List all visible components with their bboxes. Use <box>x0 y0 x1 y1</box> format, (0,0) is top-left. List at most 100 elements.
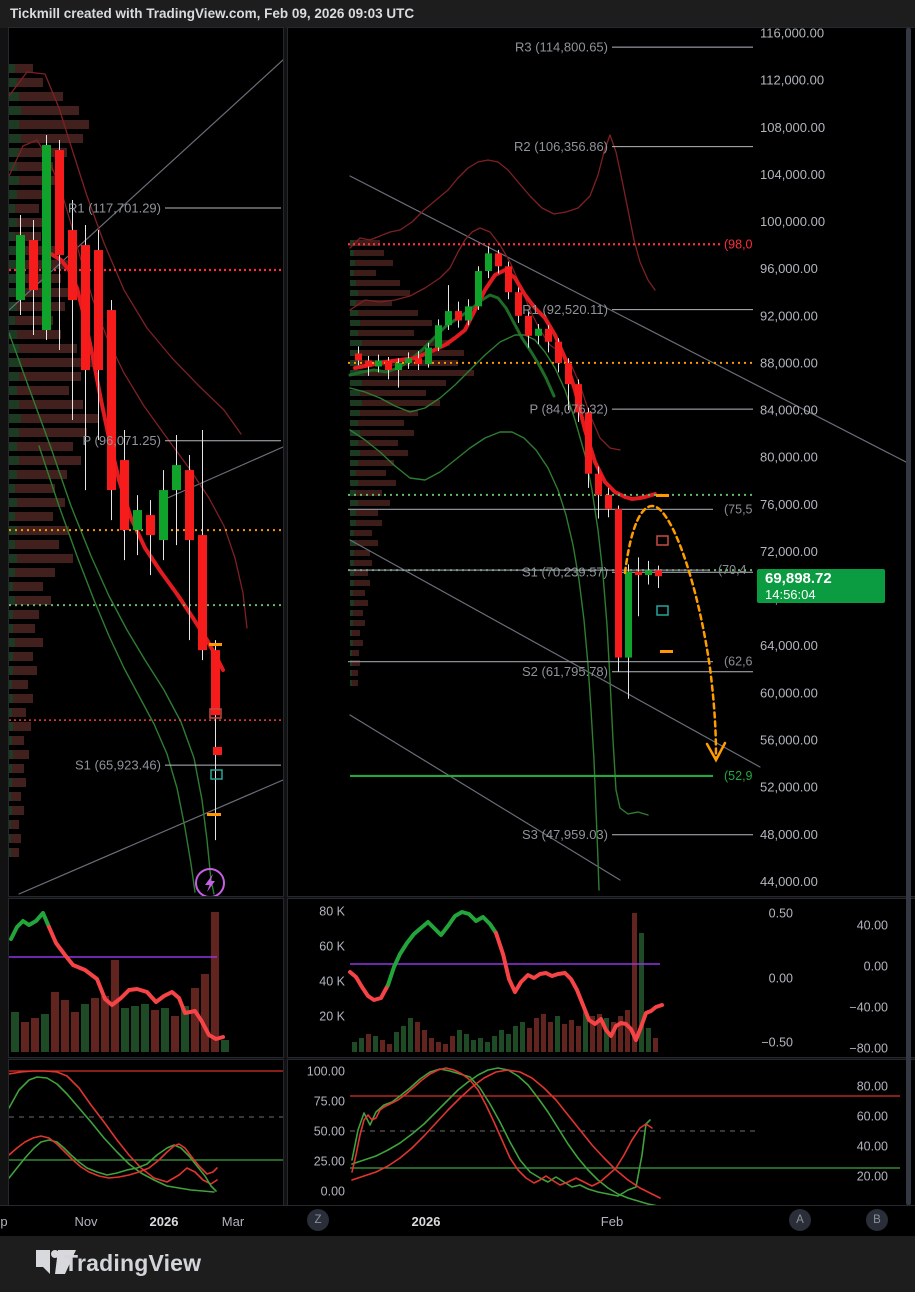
weekly-chart-panel[interactable]: R1 (117,701.29) P (96,071.25) S1 (65,923.4… <box>8 27 284 897</box>
svg-text:S1 (65,923.46): S1 (65,923.46) <box>75 758 161 773</box>
svg-text:0.50: 0.50 <box>769 907 793 921</box>
svg-text:40 K: 40 K <box>319 975 345 989</box>
svg-text:R2 (106,356.86): R2 (106,356.86) <box>514 139 608 154</box>
svg-text:50.00: 50.00 <box>314 1125 345 1139</box>
svg-text:52,000.00: 52,000.00 <box>760 780 818 795</box>
volume-profile <box>350 240 474 686</box>
svg-text:S2 (61,795.78): S2 (61,795.78) <box>522 664 608 679</box>
svg-text:100,000.00: 100,000.00 <box>760 214 825 229</box>
price-axis[interactable]: 116,000.00 112,000.00 108,000.00 104,000.00… <box>760 28 825 889</box>
weekly-stochastic-panel[interactable] <box>8 1059 284 1206</box>
svg-text:112,000.00: 112,000.00 <box>760 73 824 88</box>
trendlines <box>9 59 283 895</box>
svg-text:0.00: 0.00 <box>864 960 888 974</box>
svg-text:80,000.00: 80,000.00 <box>760 450 818 465</box>
svg-text:96,000.00: 96,000.00 <box>760 261 818 276</box>
daily-stochastic-panel[interactable]: 100.00 75.00 50.00 25.00 0.00 80.00 60.00 40.00… <box>287 1059 915 1206</box>
scale-toggle-button-a[interactable]: A <box>789 1209 811 1231</box>
svg-text:P (84,076.32): P (84,076.32) <box>529 402 608 417</box>
weekly-stochastic-canvas[interactable] <box>9 1060 283 1205</box>
drawings <box>623 504 727 763</box>
time-axis-label: Feb <box>600 1214 624 1229</box>
svg-text:92,000.00: 92,000.00 <box>760 308 818 323</box>
svg-text:40.00: 40.00 <box>857 919 888 933</box>
svg-text:20 K: 20 K <box>319 1010 345 1024</box>
snapshot-title-bar: Tickmill created with TradingView.com, F… <box>0 0 915 28</box>
svg-text:80 K: 80 K <box>319 905 345 919</box>
bar-countdown: 14:56:04 <box>765 587 816 602</box>
svg-text:108,000.00: 108,000.00 <box>760 120 825 135</box>
svg-text:−0.50: −0.50 <box>761 1036 793 1050</box>
time-axis-label: Mar <box>221 1214 245 1229</box>
markers <box>207 643 223 816</box>
svg-text:20.00: 20.00 <box>857 1170 888 1184</box>
svg-text:60,000.00: 60,000.00 <box>760 685 818 700</box>
scale-toggle-button-b[interactable]: B <box>866 1209 888 1231</box>
last-price-badge: 69,898.72 14:56:04 <box>757 569 885 603</box>
snapshot-title: Tickmill created with TradingView.com, F… <box>10 6 415 21</box>
tradingview-logo-icon <box>36 1250 76 1274</box>
svg-text:R1 (117,701.29): R1 (117,701.29) <box>68 201 161 216</box>
svg-text:25.00: 25.00 <box>314 1155 345 1169</box>
svg-text:60.00: 60.00 <box>857 1110 888 1124</box>
svg-text:0.00: 0.00 <box>769 972 793 986</box>
time-axis-label: 2026 <box>149 1214 179 1229</box>
svg-text:(62,6: (62,6 <box>724 655 753 669</box>
svg-text:44,000.00: 44,000.00 <box>760 874 818 889</box>
svg-text:(52,9: (52,9 <box>724 769 753 783</box>
level-labels: R1 (117,701.29) P (96,071.25) S1 (65,923.4… <box>68 201 161 773</box>
svg-text:48,000.00: 48,000.00 <box>760 827 818 842</box>
time-axis-label: Nov <box>74 1214 98 1229</box>
svg-text:(70,4: (70,4 <box>718 563 747 577</box>
time-axis-label: Sep <box>0 1214 8 1229</box>
drawings <box>205 874 215 892</box>
weekly-chart-canvas[interactable]: R1 (117,701.29) P (96,071.25) S1 (65,923.4… <box>9 28 283 896</box>
svg-text:84,000.00: 84,000.00 <box>760 403 818 418</box>
candles <box>16 135 220 841</box>
svg-text:116,000.00: 116,000.00 <box>760 28 824 41</box>
svg-text:100.00: 100.00 <box>307 1065 345 1079</box>
level-labels: (98,0 (75,5 (70,4 (62,6 (52,9 R3 (114,800.65)… <box>514 40 752 843</box>
daily-volume-panel[interactable]: 80 K 60 K 40 K 20 K 0.50 0.00 −0.50 40.00 0.00 −4… <box>287 898 915 1058</box>
svg-text:−40.00: −40.00 <box>849 1001 888 1015</box>
candles <box>355 246 662 699</box>
svg-text:64,000.00: 64,000.00 <box>760 638 818 653</box>
svg-text:88,000.00: 88,000.00 <box>760 355 818 370</box>
svg-text:S1 (70,239.57): S1 (70,239.57) <box>522 565 608 580</box>
svg-text:40.00: 40.00 <box>857 1140 888 1154</box>
daily-stochastic-canvas[interactable]: 100.00 75.00 50.00 25.00 0.00 80.00 60.00 40.00… <box>288 1060 915 1205</box>
price-scale-scrollbar[interactable] <box>906 28 911 1205</box>
footer-bar: TradingView <box>0 1236 915 1292</box>
svg-text:R3 (114,800.65): R3 (114,800.65) <box>515 40 608 55</box>
daily-chart-canvas[interactable]: (98,0 (75,5 (70,4 (62,6 (52,9 R3 (114,800.65)… <box>288 28 915 896</box>
markers <box>656 494 673 653</box>
time-axis[interactable]: Sep Nov 2026 Mar 2026 Feb <box>0 1205 915 1237</box>
time-axis-label: 2026 <box>411 1214 441 1229</box>
svg-text:R1 (92,520.11): R1 (92,520.11) <box>522 302 608 317</box>
svg-text:(98,0: (98,0 <box>724 237 753 251</box>
scale-toggle-button-z[interactable]: Z <box>307 1209 329 1231</box>
trendlines <box>349 175 907 881</box>
weekly-volume-canvas[interactable] <box>9 899 283 1057</box>
svg-text:0.00: 0.00 <box>321 1185 345 1199</box>
svg-text:72,000.00: 72,000.00 <box>760 544 818 559</box>
svg-text:(75,5: (75,5 <box>724 502 753 516</box>
daily-chart-panel[interactable]: (98,0 (75,5 (70,4 (62,6 (52,9 R3 (114,800.65)… <box>287 27 915 897</box>
level-lines <box>348 46 755 836</box>
weekly-volume-panel[interactable] <box>8 898 284 1058</box>
last-price-value: 69,898.72 <box>765 570 832 587</box>
svg-text:104,000.00: 104,000.00 <box>760 167 825 182</box>
daily-volume-canvas[interactable]: 80 K 60 K 40 K 20 K 0.50 0.00 −0.50 40.00 0.00 −4… <box>288 899 915 1057</box>
lightning-icon[interactable] <box>195 868 225 896</box>
svg-text:76,000.00: 76,000.00 <box>760 497 818 512</box>
svg-text:75.00: 75.00 <box>314 1095 345 1109</box>
svg-text:−80.00: −80.00 <box>849 1042 888 1056</box>
svg-text:60 K: 60 K <box>319 940 345 954</box>
tradingview-logo-text: TradingView <box>64 1250 202 1276</box>
svg-text:80.00: 80.00 <box>857 1080 888 1094</box>
svg-text:S3 (47,959.03): S3 (47,959.03) <box>522 827 608 842</box>
level-lines <box>9 207 283 766</box>
svg-text:P (96,071.25): P (96,071.25) <box>82 433 161 448</box>
svg-text:56,000.00: 56,000.00 <box>760 733 818 748</box>
